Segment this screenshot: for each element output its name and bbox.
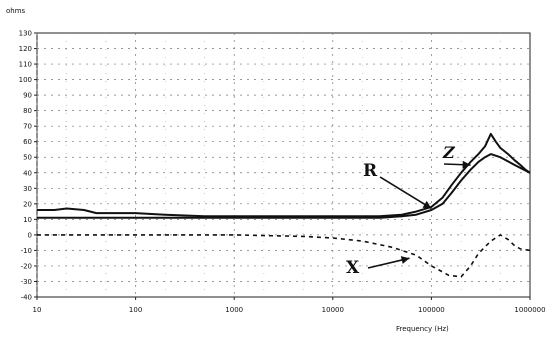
x-tick-label: 100000 xyxy=(418,306,445,314)
callout-arrow-r xyxy=(379,176,432,210)
y-tick-label: 70 xyxy=(23,123,32,131)
y-tick-label: 10 xyxy=(23,216,32,224)
callout-arrowhead-x xyxy=(400,256,410,264)
y-tick-label: 100 xyxy=(19,76,32,84)
callout-label-r: R xyxy=(363,161,378,181)
y-tick-label: 130 xyxy=(19,30,32,38)
y-tick-label: -40 xyxy=(21,294,32,302)
x-tick-label: 10000 xyxy=(322,306,344,314)
series-line-r xyxy=(37,153,531,219)
series-line-z xyxy=(37,132,531,218)
y-tick-label: 90 xyxy=(23,92,32,100)
x-tick-label: 10 xyxy=(33,306,42,314)
callout-label-x: X xyxy=(346,258,360,278)
y-tick-label: 60 xyxy=(23,138,32,146)
callout-arrowhead-r xyxy=(422,200,432,209)
y-tick-label: 110 xyxy=(19,61,32,69)
y-tick-label: 20 xyxy=(23,200,32,208)
y-axis-unit-label: ohms xyxy=(6,7,26,15)
y-tick-label: -30 xyxy=(21,278,32,286)
y-tick-label: 40 xyxy=(23,169,32,177)
y-tick-label: 0 xyxy=(28,231,32,239)
x-tick-label: 1000000 xyxy=(514,306,545,314)
callout-label-z: Z xyxy=(442,143,456,162)
y-tick-label: 30 xyxy=(23,185,32,193)
x-tick-label: 100 xyxy=(129,306,142,314)
y-tick-label: -20 xyxy=(21,262,32,270)
plot-frame xyxy=(36,32,531,298)
y-tick-label: 120 xyxy=(19,45,32,53)
y-tick-label: -10 xyxy=(21,247,32,255)
y-tick-label: 50 xyxy=(23,154,32,162)
series-line-x xyxy=(37,233,531,278)
x-tick-label: 1000 xyxy=(225,306,243,314)
y-tick-label: 80 xyxy=(23,107,32,115)
x-axis-unit-label: Frequency (Hz) xyxy=(396,325,449,333)
callout-arrowhead-z xyxy=(462,160,471,169)
